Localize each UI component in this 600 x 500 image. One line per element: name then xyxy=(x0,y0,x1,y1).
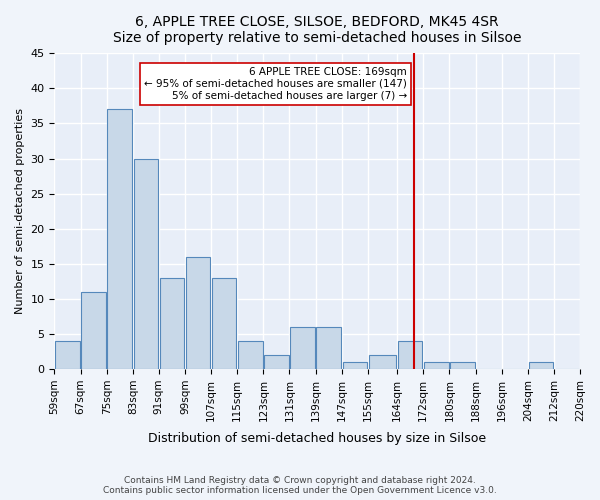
Bar xyxy=(160,278,184,369)
Bar xyxy=(238,341,263,369)
Bar xyxy=(529,362,553,369)
Text: 6 APPLE TREE CLOSE: 169sqm
← 95% of semi-detached houses are smaller (147)
5% of: 6 APPLE TREE CLOSE: 169sqm ← 95% of semi… xyxy=(144,68,407,100)
Bar xyxy=(264,355,289,369)
Bar xyxy=(316,327,341,369)
Y-axis label: Number of semi-detached properties: Number of semi-detached properties xyxy=(15,108,25,314)
Bar xyxy=(290,327,315,369)
X-axis label: Distribution of semi-detached houses by size in Silsoe: Distribution of semi-detached houses by … xyxy=(148,432,486,445)
Bar xyxy=(82,292,106,369)
Bar xyxy=(343,362,367,369)
Bar xyxy=(134,158,158,369)
Bar xyxy=(450,362,475,369)
Bar xyxy=(186,257,210,369)
Bar xyxy=(55,341,80,369)
Bar xyxy=(107,110,132,369)
Bar xyxy=(368,355,397,369)
Text: Contains HM Land Registry data © Crown copyright and database right 2024.
Contai: Contains HM Land Registry data © Crown c… xyxy=(103,476,497,495)
Bar xyxy=(424,362,449,369)
Title: 6, APPLE TREE CLOSE, SILSOE, BEDFORD, MK45 4SR
Size of property relative to semi: 6, APPLE TREE CLOSE, SILSOE, BEDFORD, MK… xyxy=(113,15,521,45)
Bar xyxy=(212,278,236,369)
Bar xyxy=(398,341,422,369)
